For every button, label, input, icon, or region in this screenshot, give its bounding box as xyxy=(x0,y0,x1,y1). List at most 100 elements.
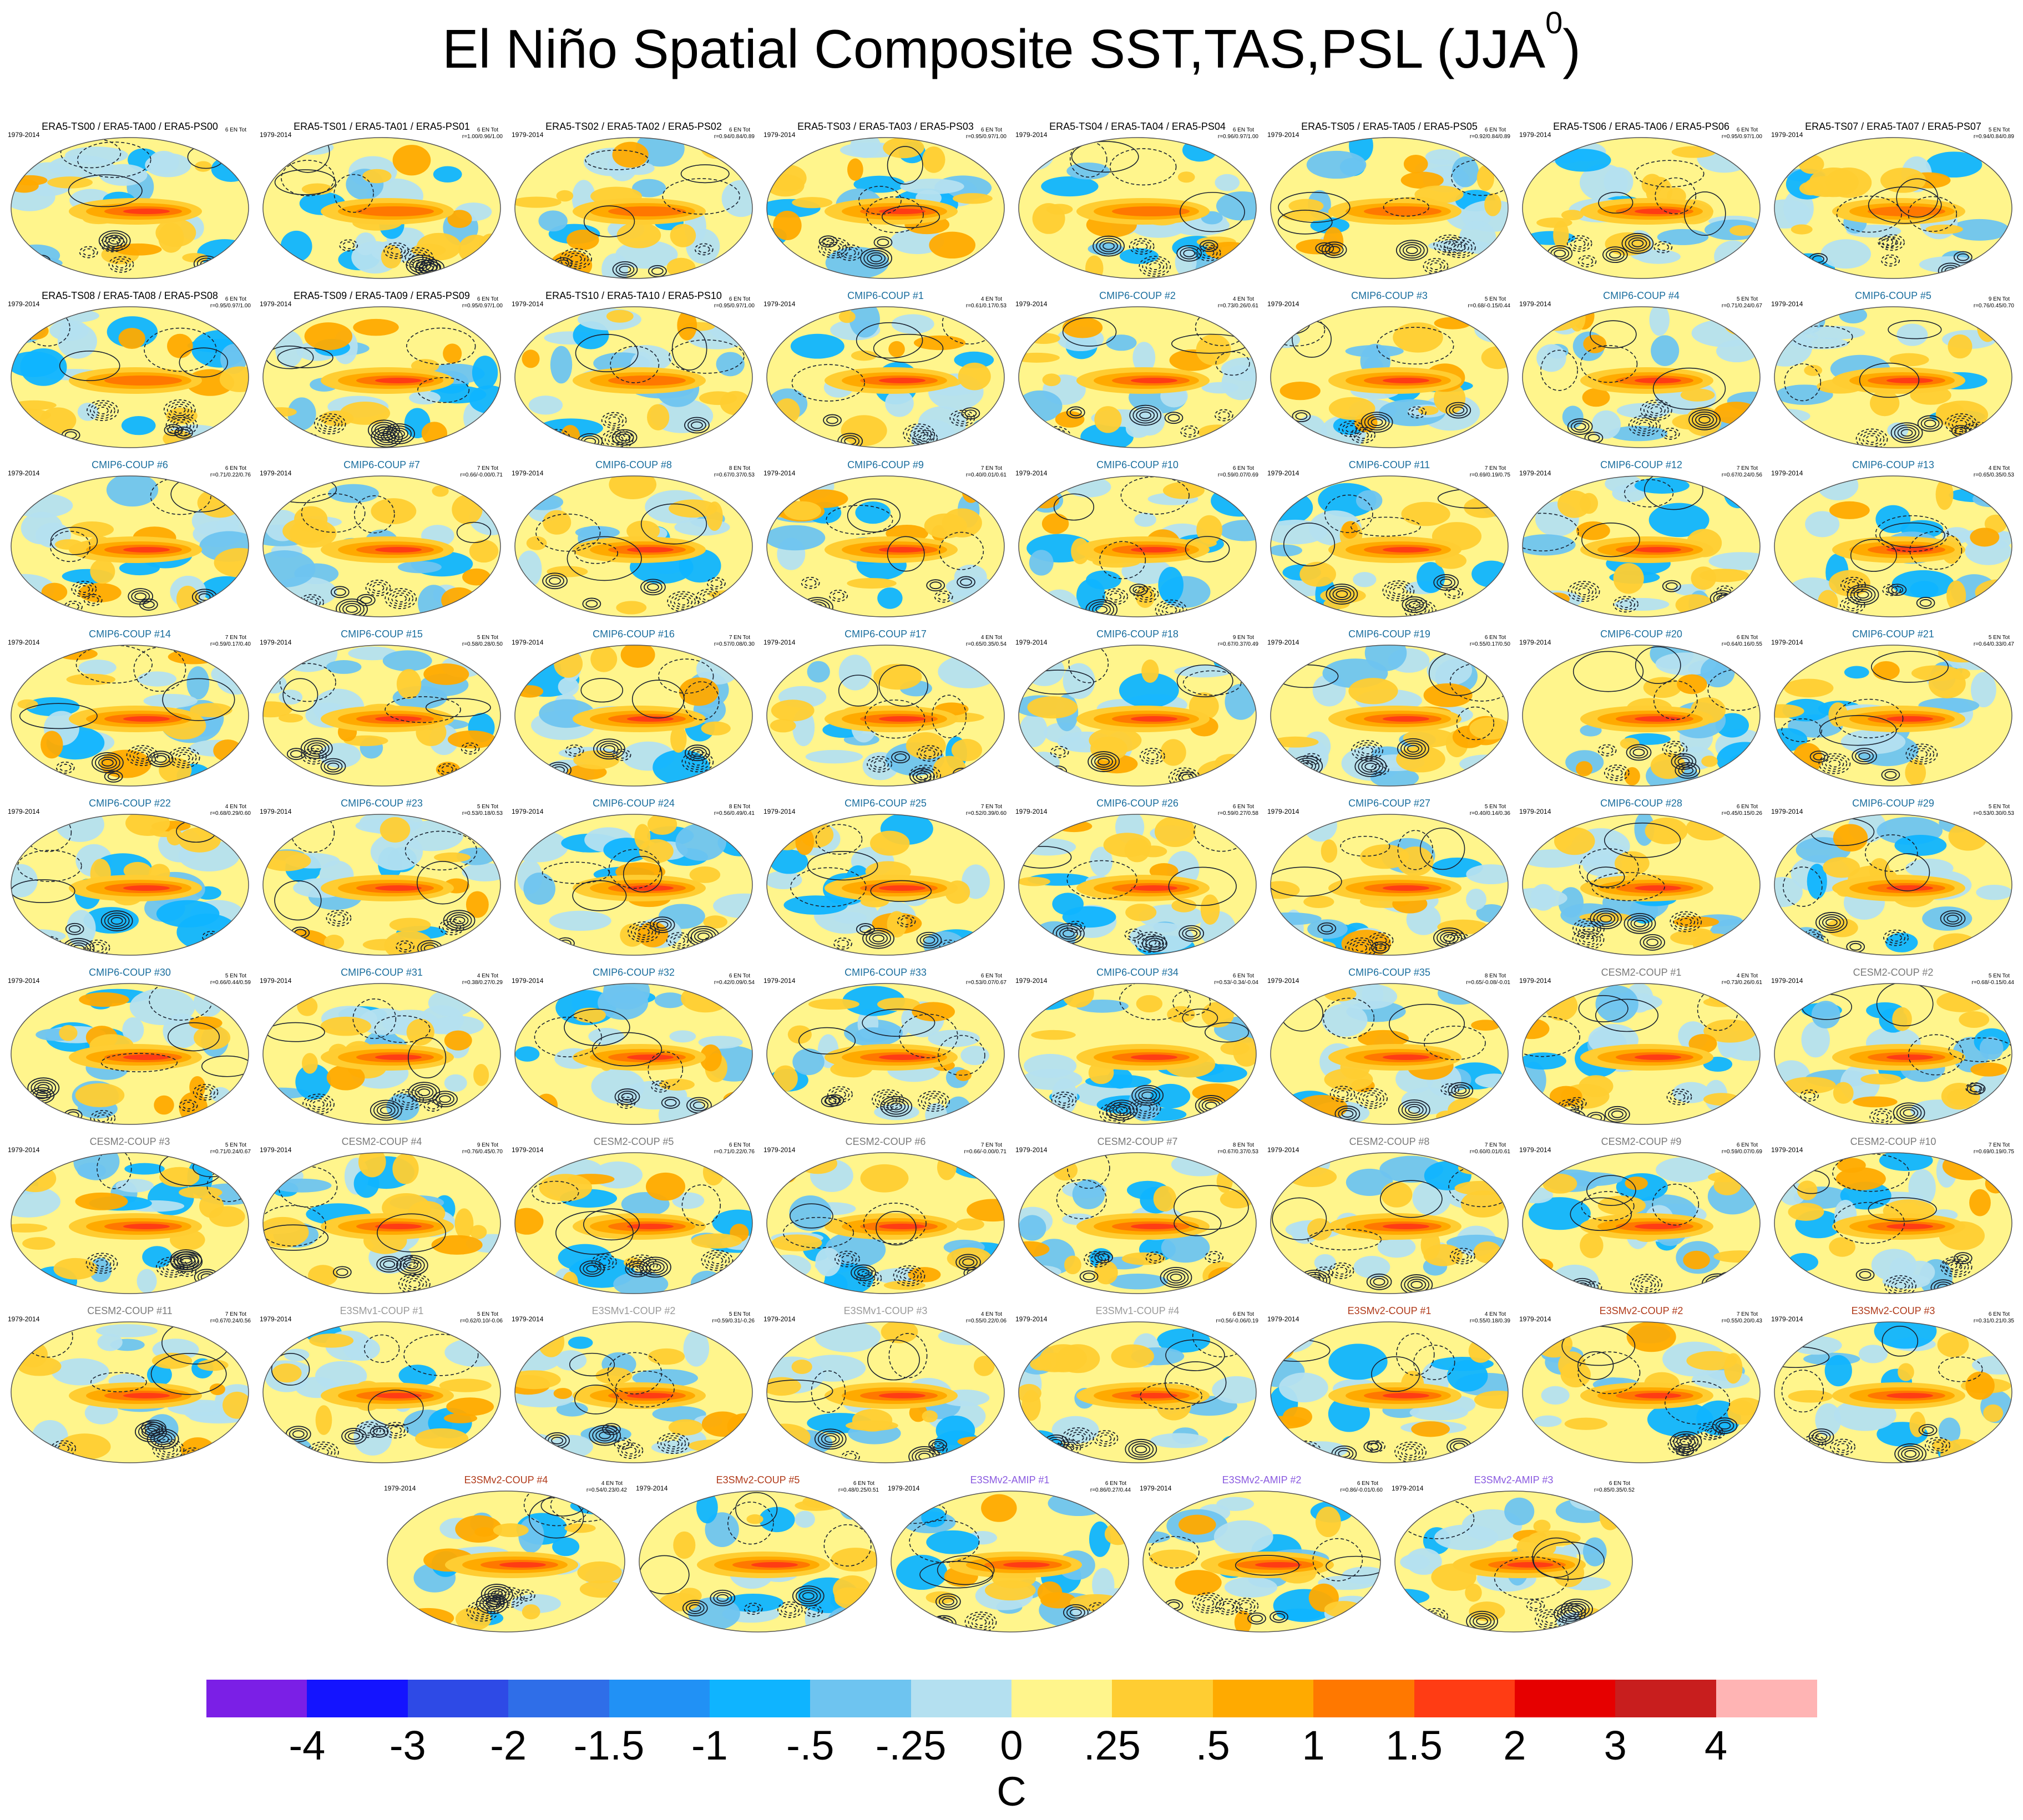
panel-correlations: r=0.59/0.07/0.69 xyxy=(1217,472,1258,478)
panel-event-count: 5 EN Tot xyxy=(1484,296,1506,302)
map-outline xyxy=(262,137,501,279)
composite-map xyxy=(1522,1321,1761,1463)
map-panel: ERA5-TS10 / ERA5-TA10 / ERA5-PS10 1979-20… xyxy=(512,290,756,451)
panel-event-count: 5 EN Tot xyxy=(225,1142,246,1148)
panel-years: 1979-2014 xyxy=(1519,638,1551,646)
panel-years: 1979-2014 xyxy=(8,300,40,308)
colorbar-tick-label: -1 xyxy=(691,1722,728,1768)
panel-event-count: 6 EN Tot xyxy=(1357,1481,1378,1487)
sst-field xyxy=(1271,138,1508,278)
map-panel: CMIP6-COUP #24 1979-2014 8 EN Tot r=0.56/0.… xyxy=(512,798,756,959)
map-outline xyxy=(1522,306,1761,448)
sst-field xyxy=(387,1491,625,1632)
sst-field xyxy=(515,814,752,955)
panel-title: CESM2-COUP #7 xyxy=(1097,1136,1178,1147)
panel-event-count: 6 EN Tot xyxy=(853,1481,874,1487)
panel-event-count: 5 EN Tot xyxy=(1988,127,2010,133)
panel-title: CESM2-COUP #4 xyxy=(341,1136,422,1147)
colorbar-tick-label: 2 xyxy=(1503,1722,1526,1768)
panel-years: 1979-2014 xyxy=(1015,638,1048,646)
panel-event-count: 6 EN Tot xyxy=(225,465,246,472)
panel-correlations: r=0.31/0.21/0.35 xyxy=(1973,1318,2014,1324)
panel-event-count: 9 EN Tot xyxy=(1232,635,1254,641)
map-panel: E3SMv1-COUP #1 1979-2014 5 EN Tot r=0.62/0.… xyxy=(260,1305,504,1466)
map-panel: CMIP6-COUP #19 1979-2014 6 EN Tot r=0.55/0.… xyxy=(1267,628,1511,789)
panel-title: ERA5-TS06 / ERA5-TA06 / ERA5-PS06 xyxy=(1553,121,1729,132)
sst-field xyxy=(1523,983,1760,1124)
sst-field xyxy=(1271,1322,1508,1463)
colorbar-tick-label: .25 xyxy=(1083,1722,1141,1768)
panel-years: 1979-2014 xyxy=(384,1484,416,1492)
map-panel: CESM2-COUP #11 1979-2014 7 EN Tot r=0.67/0.… xyxy=(8,1305,252,1466)
panel-correlations: r=0.48/0.25/0.51 xyxy=(838,1487,879,1493)
composite-map xyxy=(262,1152,501,1294)
map-panel: ERA5-TS00 / ERA5-TA00 / ERA5-PS00 1979-20… xyxy=(8,121,252,282)
composite-map xyxy=(766,475,1005,617)
sst-field xyxy=(1774,138,2012,278)
colorbar-tick-label: -3 xyxy=(389,1722,426,1768)
panel-correlations: r=0.69/0.19/0.75 xyxy=(1469,472,1510,478)
panel-event-count: 4 EN Tot xyxy=(1988,465,2010,472)
map-panel: CESM2-COUP #2 1979-2014 5 EN Tot r=0.68/-0.… xyxy=(1771,967,2015,1128)
panel-years: 1979-2014 xyxy=(763,808,796,815)
map-outline xyxy=(514,814,753,956)
panel-years: 1979-2014 xyxy=(1519,977,1551,985)
map-outline xyxy=(1142,1491,1381,1633)
sst-field xyxy=(767,138,1004,278)
map-outline xyxy=(766,137,1005,279)
composite-map xyxy=(1270,1321,1509,1463)
panel-event-count: 6 EN Tot xyxy=(729,296,750,302)
sst-field xyxy=(891,1491,1129,1632)
composite-map xyxy=(1522,814,1761,956)
colorbar xyxy=(206,1680,1817,1717)
panel-title: CESM2-COUP #2 xyxy=(1853,967,1934,978)
sst-field xyxy=(263,307,500,448)
map-outline xyxy=(891,1491,1129,1633)
sst-field xyxy=(1271,476,1508,617)
panel-correlations: r=1.00/0.96/1.00 xyxy=(462,134,503,140)
panel-title: CMIP6-COUP #4 xyxy=(1603,290,1680,301)
panel-title: E3SMv2-COUP #2 xyxy=(1599,1305,1683,1316)
panel-title: CMIP6-COUP #22 xyxy=(89,798,171,809)
panel-title: CMIP6-COUP #26 xyxy=(1096,798,1179,809)
panel-correlations: r=0.66/0.44/0.59 xyxy=(210,980,251,986)
panel-correlations: r=0.67/0.37/0.49 xyxy=(1217,641,1258,647)
map-outline xyxy=(262,1321,501,1463)
panel-title: CMIP6-COUP #15 xyxy=(341,628,423,640)
sst-field xyxy=(1523,645,1760,786)
map-panel: ERA5-TS06 / ERA5-TA06 / ERA5-PS06 1979-20… xyxy=(1519,121,1763,282)
panel-years: 1979-2014 xyxy=(8,808,40,815)
panel-correlations: r=0.57/0.08/0.30 xyxy=(714,641,755,647)
panel-title: CESM2-COUP #10 xyxy=(1850,1136,1936,1147)
panel-title: ERA5-TS02 / ERA5-TA02 / ERA5-PS02 xyxy=(545,121,722,132)
panel-event-count: 6 EN Tot xyxy=(980,973,1002,979)
panel-event-count: 5 EN Tot xyxy=(1988,973,2010,979)
sst-field xyxy=(1523,1153,1760,1294)
panel-years: 1979-2014 xyxy=(1771,131,1803,139)
map-panel: CMIP6-COUP #15 1979-2014 5 EN Tot r=0.58/0.… xyxy=(260,628,504,789)
panel-event-count: 7 EN Tot xyxy=(1484,1142,1506,1148)
map-outline xyxy=(1018,983,1257,1125)
sst-field xyxy=(1019,307,1256,448)
composite-map xyxy=(1142,1491,1381,1633)
sst-field xyxy=(515,307,752,448)
map-panel: CMIP6-COUP #7 1979-2014 7 EN Tot r=0.66/-0.… xyxy=(260,459,504,620)
sst-field xyxy=(1271,645,1508,786)
panel-event-count: 8 EN Tot xyxy=(729,465,750,472)
sst-field xyxy=(1019,138,1256,278)
map-outline xyxy=(766,814,1005,956)
colorbar-box xyxy=(1313,1680,1414,1717)
panel-correlations: r=0.55/0.20/0.43 xyxy=(1721,1318,1762,1324)
map-outline xyxy=(1018,475,1257,617)
map-outline xyxy=(514,306,753,448)
colorbar-tick-label: -.5 xyxy=(786,1722,835,1768)
sst-field xyxy=(11,1153,249,1294)
sst-field xyxy=(1523,476,1760,617)
map-outline xyxy=(1774,1152,2012,1294)
panel-title: CMIP6-COUP #1 xyxy=(847,290,924,301)
panel-years: 1979-2014 xyxy=(8,131,40,139)
colorbar-box xyxy=(1615,1680,1717,1717)
panel-correlations: r=0.73/0.26/0.61 xyxy=(1217,303,1258,309)
sst-field xyxy=(1774,1153,2012,1294)
panel-correlations: r=0.67/0.24/0.56 xyxy=(1721,472,1762,478)
